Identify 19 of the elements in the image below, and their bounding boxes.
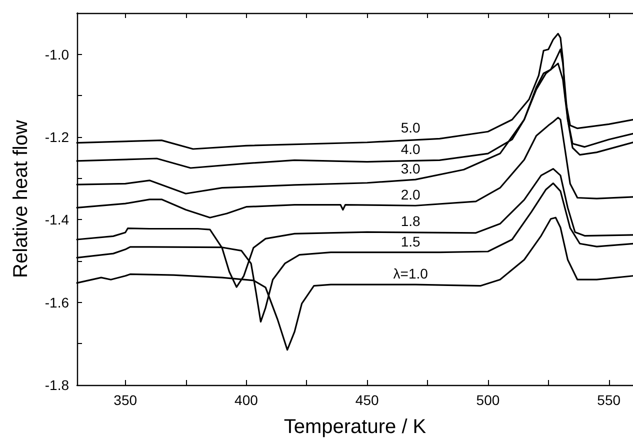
y-tick-label: -1.0 (44, 46, 70, 62)
x-axis-title: Temperature / K (284, 416, 427, 438)
y-tick-label: -1.4 (44, 212, 70, 228)
series-label: 2.0 (400, 186, 421, 203)
x-tick-label: 400 (234, 392, 258, 408)
series-label: 4.0 (400, 141, 421, 158)
y-tick-label: -1.8 (44, 377, 70, 393)
x-tick-label: 550 (597, 392, 621, 408)
x-tick-label: 450 (355, 392, 379, 408)
series-label: 1.5 (400, 233, 421, 250)
y-axis-title: Relative heat flow (10, 120, 32, 278)
series-label: 5.0 (400, 120, 421, 136)
y-tick-label: -1.6 (44, 294, 70, 310)
series-label: λ=1.0 (393, 266, 428, 282)
x-tick-label: 500 (476, 392, 500, 408)
series-label: 3.0 (400, 160, 421, 177)
series-label: 1.8 (400, 213, 421, 230)
x-tick-label: 350 (114, 392, 138, 408)
y-tick-label: -1.2 (44, 129, 70, 145)
